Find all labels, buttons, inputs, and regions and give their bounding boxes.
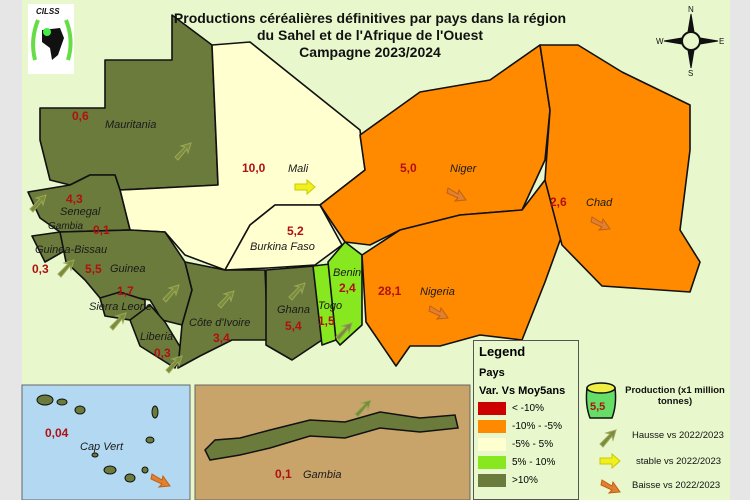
label-niger: Niger (450, 163, 478, 175)
label-gambia-inset: Gambia (303, 469, 342, 481)
legend-class-row: >10% (478, 473, 578, 487)
country-cote-divoire[interactable] (177, 261, 269, 369)
compass-w: W (656, 37, 664, 46)
legend-production-label: Production (x1 million tonnes) (625, 385, 725, 407)
background-right (730, 0, 750, 500)
legend-title: Legend (479, 344, 526, 359)
legend-class-label: >10% (512, 474, 538, 486)
value-gambia-inset: 0,1 (275, 467, 292, 481)
cap-vert-islands (36, 394, 159, 483)
value-guinea-bissau: 0,3 (32, 262, 49, 276)
label-senegal: Senegal (60, 206, 101, 218)
legend-class-label: < -10% (512, 402, 544, 414)
value-ghana: 5,4 (285, 319, 302, 333)
label-nigeria: Nigeria (420, 286, 455, 298)
value-benin: 2,4 (339, 281, 356, 295)
label-mauritania: Mauritania (105, 119, 156, 131)
cilss-logo (28, 4, 74, 74)
legend-production-example: 5,5 (590, 401, 605, 413)
logo-text: CILSS (36, 7, 60, 16)
value-mauritania: 0,6 (72, 109, 89, 123)
title-line-3: Campagne 2023/2024 (299, 44, 441, 60)
country-chad[interactable] (539, 44, 701, 293)
value-cap-vert: 0,04 (45, 426, 69, 440)
legend-swatch (478, 473, 506, 487)
label-liberia: Liberia (140, 331, 173, 343)
label-guinea: Guinea (110, 263, 145, 275)
value-senegal: 4,3 (66, 192, 83, 206)
production-bag-icon (585, 382, 617, 419)
country-senegal[interactable] (27, 174, 131, 233)
legend-class-label: 5% - 10% (512, 456, 556, 468)
value-chad: 2,6 (550, 195, 567, 209)
legend-baisse-label: Baisse vs 2022/2023 (632, 480, 721, 491)
label-mali: Mali (288, 163, 309, 175)
compass-icon (663, 13, 719, 69)
title-line-1: Productions céréalières définitives par … (173, 10, 567, 26)
legend-class-label: -5% - 5% (512, 438, 554, 450)
legend-var-label: Var. Vs Moy5ans (479, 385, 566, 397)
label-togo: Togo (318, 300, 342, 312)
label-guinea-bissau: Guinea-Bissau (35, 244, 107, 256)
compass-e: E (719, 37, 724, 46)
value-mali: 10,0 (242, 161, 266, 175)
legend-swatch (478, 455, 506, 469)
legend-class-label: -10% - -5% (512, 420, 563, 432)
value-burkina-faso: 5,2 (287, 224, 304, 238)
value-gambia: 0,1 (93, 223, 110, 237)
label-chad: Chad (586, 197, 613, 209)
legend-swatch (478, 419, 506, 433)
country-burkina-faso[interactable] (224, 204, 343, 271)
value-nigeria: 28,1 (378, 284, 402, 298)
label-burkina-faso: Burkina Faso (250, 241, 315, 253)
gambia-inset-shape (204, 411, 459, 461)
legend-swatch (478, 437, 506, 451)
label-ghana: Ghana (277, 304, 310, 316)
legend-hausse-label: Hausse vs 2022/2023 (632, 430, 724, 441)
compass-n: N (688, 5, 694, 14)
title-line-2: du Sahel et de l'Afrique de l'Ouest (256, 27, 484, 43)
legend-swatch (478, 401, 506, 415)
legend-class-row: 5% - 10% (478, 455, 578, 469)
label-gambia: Gambia (48, 221, 83, 232)
legend-box: Legend Pays Var. Vs Moy5ans < -10% -10% … (473, 340, 579, 500)
legend-class-row: -10% - -5% (478, 419, 578, 433)
compass-s: S (688, 69, 693, 78)
label-benin: Benin (333, 267, 361, 279)
legend-subtitle: Pays (479, 367, 505, 379)
value-liberia: 0,3 (154, 346, 171, 360)
legend-class-row: -5% - 5% (478, 437, 578, 451)
label-cote-divoire: Côte d'Ivoire (189, 317, 250, 329)
label-sierra-leone: Sierra Leone (89, 301, 152, 313)
legend-class-row: < -10% (478, 401, 578, 415)
value-togo: 1,5 (318, 314, 335, 328)
value-guinea: 5,5 (85, 262, 102, 276)
value-cote-divoire: 3,4 (213, 331, 230, 345)
legend-stable-label: stable vs 2022/2023 (636, 456, 722, 467)
background-left (0, 0, 22, 500)
value-sierra-leone: 1,7 (117, 284, 134, 298)
country-nigeria[interactable] (361, 179, 563, 367)
map-title: Productions céréalières définitives par … (150, 10, 590, 61)
country-ghana[interactable] (265, 265, 323, 361)
label-cap-vert: Cap Vert (80, 441, 124, 453)
value-niger: 5,0 (400, 161, 417, 175)
